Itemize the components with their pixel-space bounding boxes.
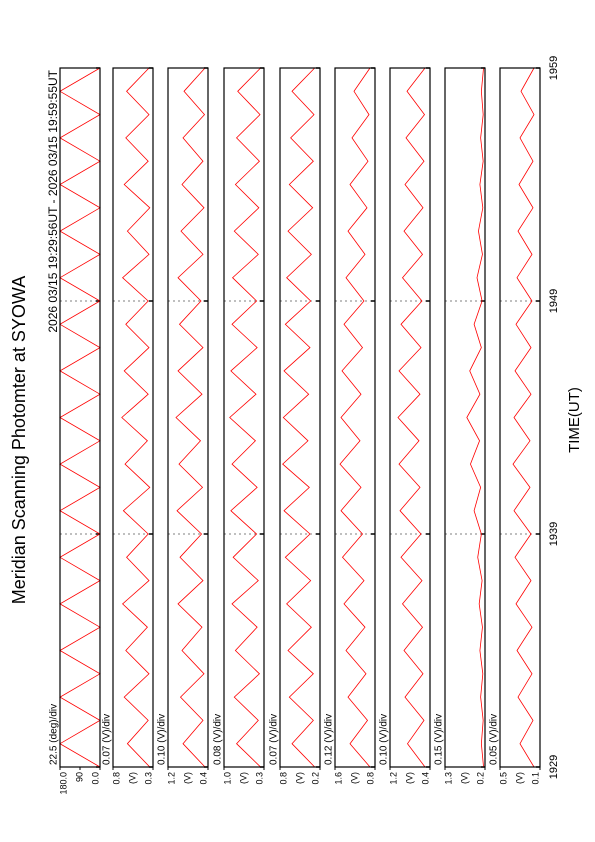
y-tick-label: 0.4 bbox=[420, 772, 430, 785]
y-tick-label: 0.5 bbox=[498, 772, 508, 785]
scale-label: 0.10 (V)/div bbox=[379, 714, 390, 765]
y-tick-label: 0.8 bbox=[111, 772, 121, 785]
y-tick-label: 1.3 bbox=[443, 772, 453, 785]
y-tick-label: 1.2 bbox=[166, 772, 176, 785]
y-unit-label: (V) bbox=[294, 772, 304, 784]
y-tick-label: 0.2 bbox=[310, 772, 320, 785]
panel-frame bbox=[389, 67, 431, 768]
y-unit-label: (V) bbox=[238, 772, 248, 784]
data-line bbox=[397, 67, 426, 768]
y-tick-label: 1.2 bbox=[388, 772, 398, 785]
y-unit-label: (V) bbox=[349, 772, 359, 784]
scale-label: 0.07 (V)/div bbox=[102, 714, 113, 765]
panel-frame bbox=[334, 67, 376, 768]
panel-frame bbox=[223, 67, 265, 768]
y-unit-label: (V) bbox=[127, 772, 137, 784]
scale-label: 22.5 (deg)/div bbox=[49, 704, 60, 765]
scale-label: 0.10 (V)/div bbox=[157, 714, 168, 765]
y-tick-label: 1.0 bbox=[222, 772, 232, 785]
panel-frame bbox=[279, 67, 321, 768]
y-tick-label: 1.6 bbox=[333, 772, 343, 785]
x-tick-label: 1929 bbox=[548, 755, 560, 779]
y-tick-label: 0.0 bbox=[90, 772, 100, 785]
panel-frame bbox=[112, 67, 154, 768]
scale-label: 0.12 (V)/div bbox=[324, 714, 335, 765]
panel-frame bbox=[444, 67, 486, 768]
data-line bbox=[339, 67, 371, 768]
y-tick-label: 90 bbox=[74, 772, 84, 782]
x-axis-title: TIME(UT) bbox=[566, 387, 583, 453]
figure: Meridian Scanning Photomter at SYOWA 202… bbox=[9, 56, 583, 795]
y-tick-label: 0.3 bbox=[143, 772, 153, 785]
panel-frame bbox=[167, 67, 209, 768]
scale-label: 0.15 (V)/div bbox=[434, 714, 445, 765]
x-tick-label: 1949 bbox=[548, 289, 560, 313]
data-line bbox=[121, 67, 151, 768]
panel-frame bbox=[499, 67, 541, 768]
chart-title: Meridian Scanning Photomter at SYOWA bbox=[9, 276, 29, 604]
data-line bbox=[282, 67, 315, 768]
data-line bbox=[512, 67, 535, 768]
data-line bbox=[466, 67, 484, 768]
y-tick-label: 0.1 bbox=[530, 772, 540, 785]
y-tick-label: 0.8 bbox=[278, 772, 288, 785]
data-line bbox=[175, 67, 206, 768]
x-tick-label: 1939 bbox=[548, 522, 560, 546]
scale-label: 0.08 (V)/div bbox=[213, 714, 224, 765]
scale-label: 0.05 (V)/div bbox=[489, 714, 500, 765]
x-tick-label: 1959 bbox=[548, 56, 560, 80]
y-unit-label: (V) bbox=[182, 772, 192, 784]
y-tick-label: 0.8 bbox=[365, 772, 375, 785]
y-tick-label: 0.2 bbox=[475, 772, 485, 785]
y-unit-label: (V) bbox=[459, 772, 469, 784]
scale-label: 0.07 (V)/div bbox=[269, 714, 280, 765]
y-tick-label: 0.3 bbox=[254, 772, 264, 785]
y-tick-label: 180.0 bbox=[58, 772, 68, 795]
y-tick-label: 0.4 bbox=[198, 772, 208, 785]
y-unit-label: (V) bbox=[514, 772, 524, 784]
data-line bbox=[229, 67, 261, 768]
chart-subtitle: 2026 03/15 19:29:56UT - 2026 03/15 19:59… bbox=[46, 69, 60, 332]
y-unit-label: (V) bbox=[404, 772, 414, 784]
